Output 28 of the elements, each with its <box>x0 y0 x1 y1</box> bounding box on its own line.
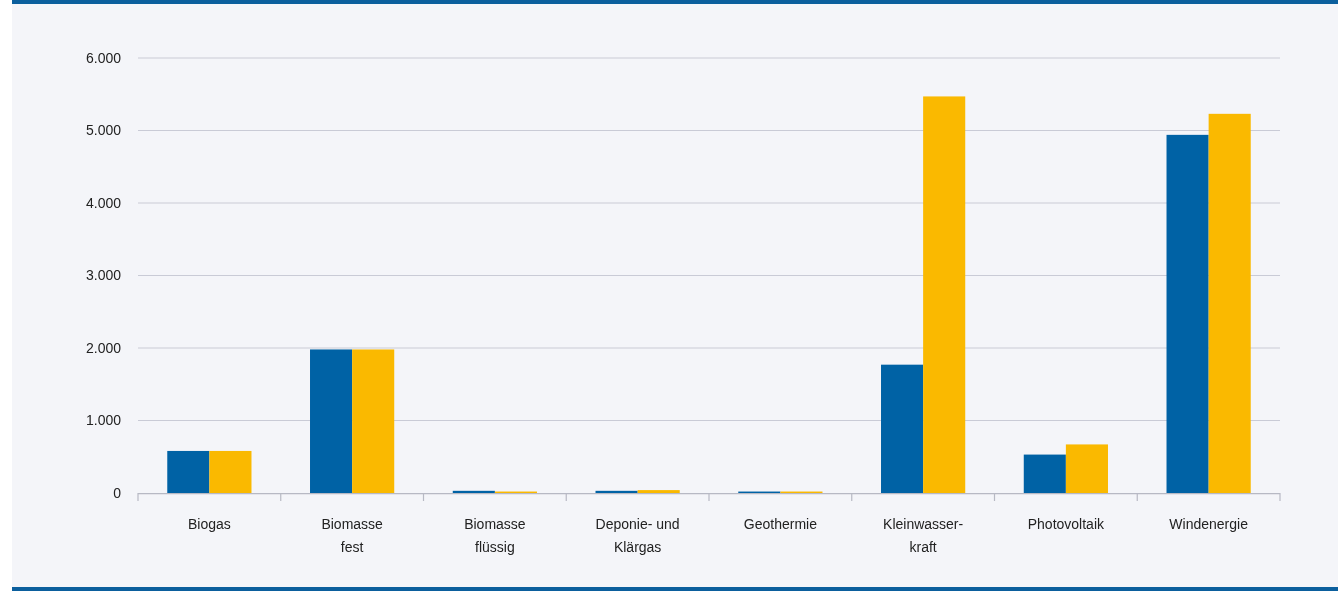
x-tick-label: Biomasse fest <box>321 516 384 555</box>
x-tick-label: Windenergie <box>1169 516 1249 532</box>
y-tick-label: 2.000 <box>85 339 122 356</box>
bar <box>637 490 680 493</box>
x-tick-label: Photovoltaik <box>1027 516 1105 532</box>
x-tick-label: Biomasse flüssig <box>464 516 526 555</box>
x-tick-label: Deponie- und Klärgas <box>595 516 680 555</box>
bar <box>209 450 252 493</box>
bar <box>1065 444 1108 493</box>
y-tick-label: 1.000 <box>85 412 122 429</box>
bar <box>452 490 495 493</box>
x-tick-label: Geothermie <box>743 516 818 532</box>
bar <box>923 96 966 493</box>
y-tick-label: 3.000 <box>85 267 122 284</box>
y-tick-label: 5.000 <box>85 122 122 139</box>
y-tick-label: 6.000 <box>85 49 122 66</box>
bar <box>1166 134 1209 493</box>
bar <box>881 364 924 493</box>
bar <box>352 349 395 493</box>
bar <box>1208 113 1251 493</box>
y-tick-label: 0 <box>113 484 122 501</box>
bar <box>595 490 638 493</box>
bar <box>167 450 210 493</box>
y-tick-label: 4.000 <box>85 194 122 211</box>
x-tick-label: Kleinwasser-kraft <box>883 516 964 555</box>
bar <box>1023 454 1066 493</box>
x-tick-label: Biogas <box>187 516 231 532</box>
bar <box>310 349 353 493</box>
